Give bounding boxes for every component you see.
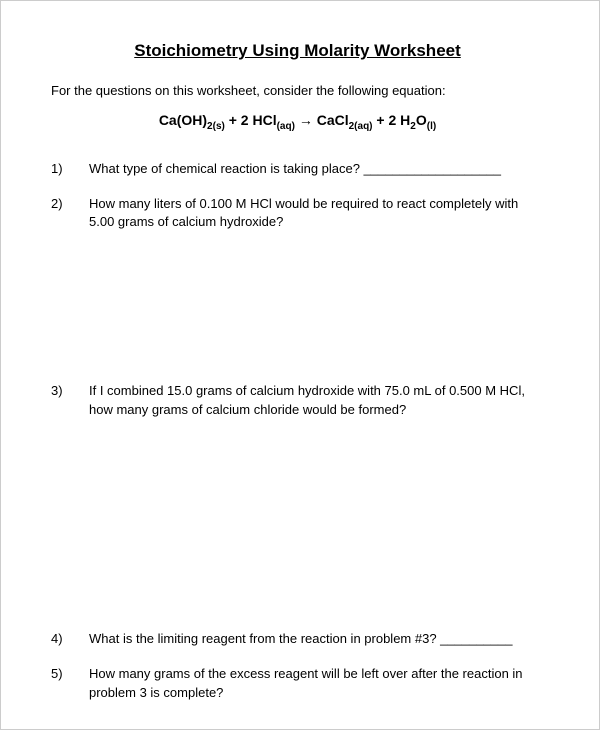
question-5: 5) How many grams of the excess reagent …	[51, 665, 544, 703]
question-4: 4) What is the limiting reagent from the…	[51, 630, 544, 649]
question-3: 3) If I combined 15.0 grams of calcium h…	[51, 382, 544, 420]
question-text: What is the limiting reagent from the re…	[89, 630, 544, 649]
eq-sub: 2(aq)	[349, 121, 373, 132]
eq-sub: 2(s)	[207, 121, 225, 132]
eq-sub: (l)	[427, 121, 436, 132]
eq-sub: (aq)	[277, 121, 295, 132]
intro-text: For the questions on this worksheet, con…	[51, 83, 544, 98]
question-list: 1) What type of chemical reaction is tak…	[51, 160, 544, 703]
eq-part: + 2 H	[373, 112, 411, 128]
eq-part: O	[416, 112, 427, 128]
question-number: 2)	[51, 195, 89, 214]
question-text: What type of chemical reaction is taking…	[89, 160, 544, 179]
chemical-equation: Ca(OH)2(s) + 2 HCl(aq) → CaCl2(aq) + 2 H…	[51, 112, 544, 132]
question-text: If I combined 15.0 grams of calcium hydr…	[89, 382, 544, 420]
question-number: 4)	[51, 630, 89, 649]
eq-arrow: →	[295, 112, 317, 128]
eq-part: Ca(OH)	[159, 112, 207, 128]
eq-part: + 2 HCl	[225, 112, 277, 128]
question-number: 3)	[51, 382, 89, 401]
question-text: How many grams of the excess reagent wil…	[89, 665, 544, 703]
question-text: How many liters of 0.100 M HCl would be …	[89, 195, 544, 233]
question-number: 5)	[51, 665, 89, 684]
question-1: 1) What type of chemical reaction is tak…	[51, 160, 544, 179]
worksheet-page: Stoichiometry Using Molarity Worksheet F…	[0, 0, 600, 730]
question-number: 1)	[51, 160, 89, 179]
question-2: 2) How many liters of 0.100 M HCl would …	[51, 195, 544, 233]
page-title: Stoichiometry Using Molarity Worksheet	[51, 41, 544, 61]
eq-part: CaCl	[317, 112, 349, 128]
